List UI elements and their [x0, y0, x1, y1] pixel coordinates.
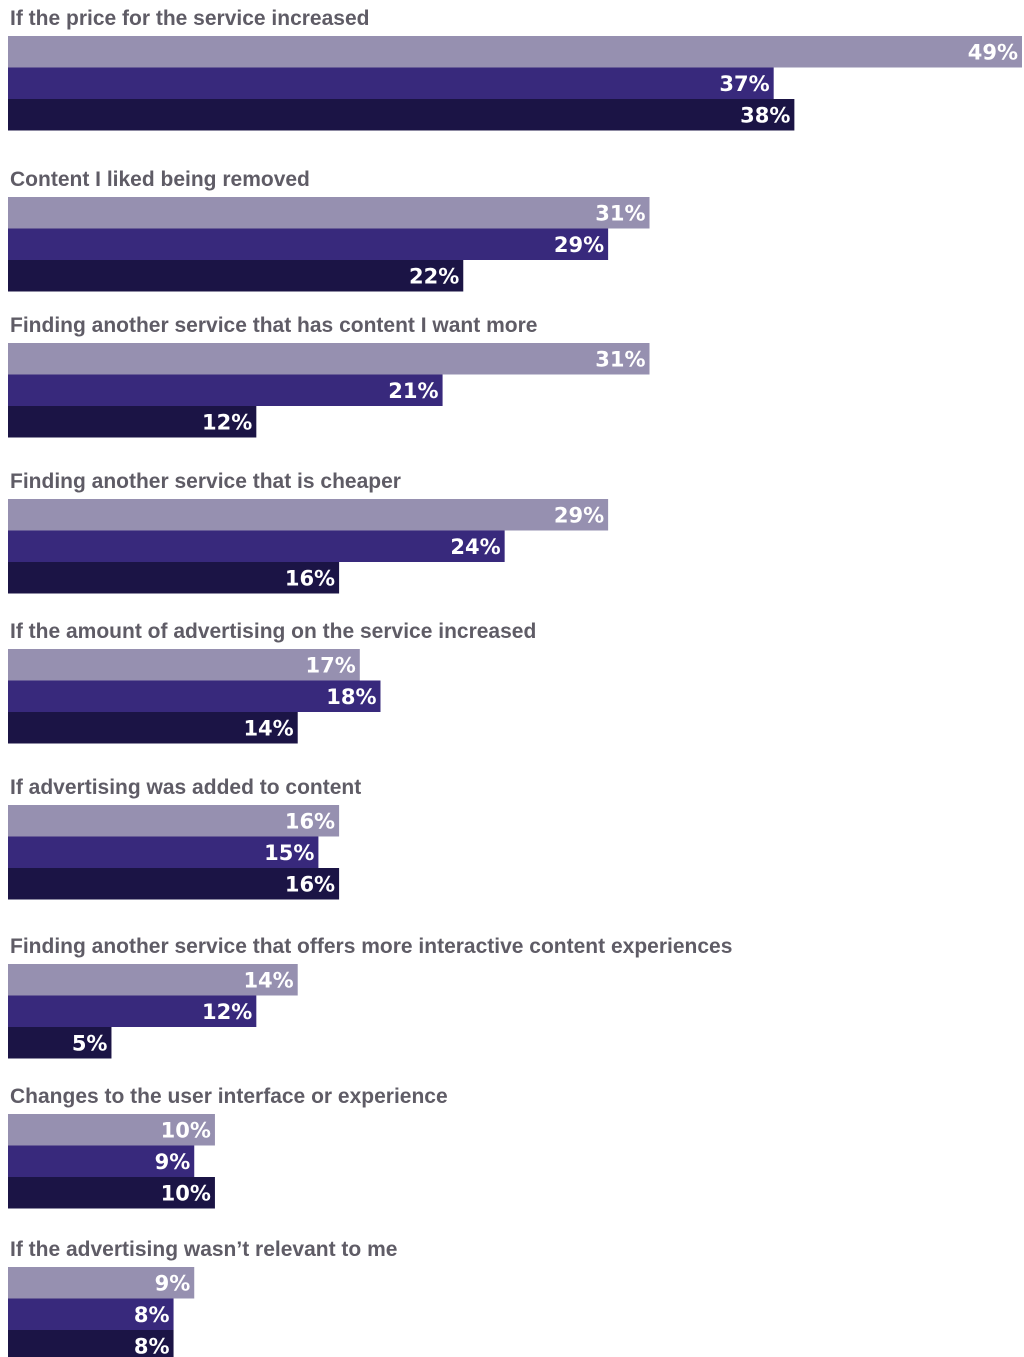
bar	[8, 964, 298, 996]
bar	[8, 374, 443, 406]
data-label: 16%	[285, 809, 335, 833]
data-label: 10%	[161, 1118, 211, 1142]
data-label: 49%	[968, 40, 1018, 64]
data-label: 37%	[719, 72, 769, 96]
data-label: 8%	[134, 1334, 170, 1357]
data-label: 17%	[306, 653, 356, 677]
bar	[8, 1177, 215, 1209]
bar-group: Content I liked being removed 31% 29% 22%	[8, 168, 650, 292]
bar-group: If the advertising wasn’t relevant to me…	[8, 1238, 397, 1357]
bar	[8, 260, 464, 292]
bar-group: If the price for the service increased 49…	[8, 7, 1022, 131]
bar	[8, 1330, 174, 1357]
data-label: 15%	[264, 841, 314, 865]
data-label: 24%	[450, 535, 500, 559]
data-label: 29%	[554, 233, 604, 257]
bar	[8, 406, 257, 438]
data-label: 38%	[740, 103, 790, 127]
data-label: 14%	[243, 968, 293, 992]
bar	[8, 562, 340, 594]
bar	[8, 36, 1022, 68]
data-label: 14%	[243, 716, 293, 740]
category-label: If advertising was added to content	[10, 776, 361, 799]
data-label: 10%	[161, 1181, 211, 1205]
bar-group: Finding another service that offers more…	[8, 935, 732, 1059]
bar-group: Finding another service that is cheaper 2…	[8, 470, 609, 594]
bar	[8, 680, 381, 712]
bar	[8, 1027, 112, 1059]
bar	[8, 712, 298, 744]
data-label: 22%	[409, 264, 459, 288]
category-label: Changes to the user interface or experie…	[10, 1085, 448, 1108]
bar	[8, 197, 650, 229]
bar	[8, 228, 609, 260]
data-label: 16%	[285, 872, 335, 896]
category-label: Finding another service that offers more…	[10, 935, 732, 958]
data-label: 16%	[285, 566, 335, 590]
data-label: 18%	[326, 685, 376, 709]
bar	[8, 1114, 215, 1146]
bar	[8, 649, 360, 681]
bar	[8, 1145, 195, 1177]
category-label: If the price for the service increased	[10, 7, 369, 30]
category-label: If the amount of advertising on the serv…	[10, 620, 536, 643]
category-label: Content I liked being removed	[10, 168, 310, 191]
data-label: 31%	[595, 347, 645, 371]
bar-group: Finding another service that has content…	[8, 314, 650, 438]
data-label: 9%	[155, 1150, 191, 1174]
data-label: 9%	[155, 1271, 191, 1295]
category-label: Finding another service that is cheaper	[10, 470, 401, 493]
bar	[8, 1298, 174, 1330]
category-label: If the advertising wasn’t relevant to me	[10, 1238, 397, 1261]
data-label: 8%	[134, 1303, 170, 1327]
data-label: 5%	[72, 1031, 108, 1055]
bar-group: If advertising was added to content 16% 15…	[8, 776, 361, 900]
bar-group: Changes to the user interface or experie…	[8, 1085, 448, 1209]
bar-group: If the amount of advertising on the serv…	[8, 620, 536, 744]
category-label: Finding another service that has content…	[10, 314, 537, 337]
bar	[8, 868, 340, 900]
data-label: 12%	[202, 410, 252, 434]
bar	[8, 805, 340, 837]
bar	[8, 836, 319, 868]
bar	[8, 530, 505, 562]
bar	[8, 499, 609, 531]
data-label: 21%	[388, 379, 438, 403]
data-label: 31%	[595, 201, 645, 225]
bar	[8, 995, 257, 1027]
bar	[8, 1267, 195, 1299]
data-label: 29%	[554, 503, 604, 527]
bar	[8, 343, 650, 375]
bar	[8, 67, 774, 99]
data-label: 12%	[202, 1000, 252, 1024]
bar	[8, 99, 795, 131]
